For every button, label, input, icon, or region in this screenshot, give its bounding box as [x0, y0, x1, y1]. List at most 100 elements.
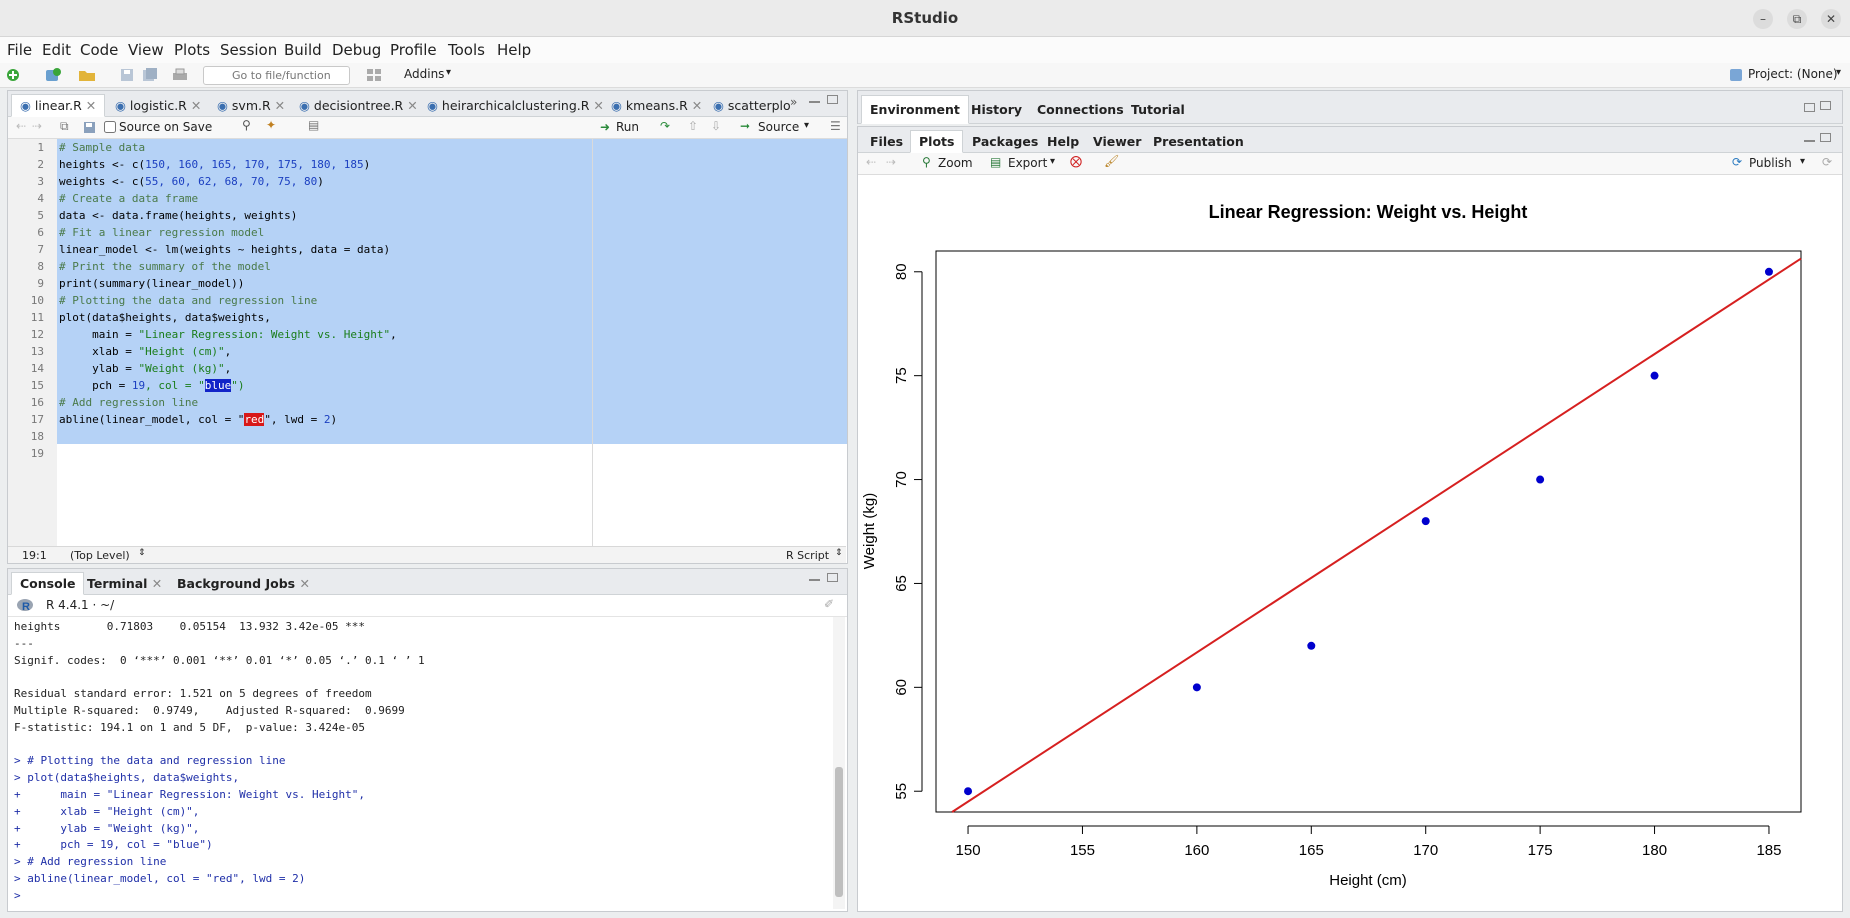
- outline-icon[interactable]: ☰: [830, 119, 841, 133]
- go-down-icon[interactable]: ⇩: [711, 119, 722, 133]
- project-menu[interactable]: Project: (None): [1748, 67, 1838, 81]
- menu-help[interactable]: Help: [497, 41, 532, 59]
- search-icon[interactable]: ⚲: [242, 118, 251, 132]
- magic-wand-icon[interactable]: ✦: [266, 118, 277, 132]
- tab-background-jobs[interactable]: Background Jobs ✕: [177, 576, 310, 591]
- code-line: # Add regression line: [59, 396, 199, 409]
- maximize-pane-icon[interactable]: [1820, 101, 1831, 110]
- restore-pane-icon[interactable]: [1820, 133, 1831, 142]
- chevron-down-icon[interactable]: ▾: [1050, 156, 1056, 167]
- tab-console[interactable]: Console: [11, 572, 85, 595]
- run-button[interactable]: Run: [616, 120, 640, 134]
- close-icon[interactable]: ✕: [407, 98, 418, 113]
- menu-tools[interactable]: Tools: [448, 41, 485, 59]
- next-plot-icon[interactable]: ⇢: [886, 155, 897, 169]
- minimize-pane-icon[interactable]: [809, 100, 820, 103]
- main-toolbar: Go to file/function Addins ▾ Project: (N…: [0, 63, 1850, 88]
- compile-report-icon[interactable]: ▤: [308, 118, 320, 132]
- show-in-window-icon[interactable]: ⧉: [60, 119, 69, 133]
- publish-button[interactable]: Publish: [1749, 156, 1792, 170]
- menu-edit[interactable]: Edit: [42, 41, 72, 59]
- remove-plot-icon[interactable]: ⨂: [1070, 154, 1082, 168]
- open-file-icon[interactable]: [78, 68, 96, 82]
- menu-profile[interactable]: Profile: [390, 41, 437, 59]
- save-all-icon[interactable]: [142, 68, 158, 82]
- tab-heirarchicalclustering-r[interactable]: ◉ heirarchicalclustering.R ✕: [427, 98, 604, 113]
- tab-environment[interactable]: Environment: [861, 95, 969, 124]
- tab-presentation[interactable]: Presentation: [1153, 134, 1244, 149]
- go-up-icon[interactable]: ⇧: [688, 119, 699, 133]
- selection-highlight: [57, 139, 847, 444]
- menu-debug[interactable]: Debug: [332, 41, 382, 59]
- more-tabs-icon[interactable]: »: [790, 95, 798, 109]
- back-arrow-icon[interactable]: ⇠: [16, 119, 27, 133]
- close-icon[interactable]: ✕: [691, 98, 703, 113]
- export-icon: ▤: [990, 155, 1002, 169]
- new-file-icon[interactable]: [6, 68, 20, 82]
- chart-marks: [951, 257, 1802, 813]
- menu-build[interactable]: Build: [284, 41, 322, 59]
- go-to-file-input[interactable]: Go to file/function: [203, 66, 350, 85]
- rerun-icon[interactable]: ↷: [660, 119, 671, 133]
- tab-logistic-r[interactable]: ◉ logistic.R ✕: [115, 98, 202, 113]
- zoom-button[interactable]: Zoom: [938, 156, 973, 170]
- tab-kmeans-r[interactable]: ◉ kmeans.R ✕: [611, 98, 703, 113]
- scrollbar-thumb[interactable]: [835, 767, 843, 897]
- save-icon[interactable]: [120, 68, 134, 82]
- close-icon[interactable]: ✕: [151, 576, 163, 591]
- close-icon[interactable]: ✕: [190, 98, 202, 113]
- tab-help[interactable]: Help: [1047, 134, 1080, 149]
- tab-linear-r[interactable]: ◉ linear.R ✕: [11, 94, 106, 117]
- source-button[interactable]: Source: [758, 120, 800, 134]
- maximize-pane-icon[interactable]: [827, 95, 838, 104]
- close-icon[interactable]: ✕: [85, 98, 97, 113]
- tab-svm-r[interactable]: ◉ svm.R ✕: [217, 98, 286, 113]
- scope-selector[interactable]: (Top Level): [70, 549, 130, 562]
- tab-files[interactable]: Files: [870, 134, 904, 149]
- chevron-down-icon[interactable]: ▾: [804, 120, 810, 131]
- menu-code[interactable]: Code: [80, 41, 119, 59]
- clear-plots-icon[interactable]: 🖌: [1104, 154, 1120, 168]
- console-line: + xlab = "Height (cm)",: [14, 804, 200, 818]
- file-type-selector[interactable]: R Script: [786, 549, 830, 562]
- previous-plot-icon[interactable]: ⇠: [866, 155, 877, 169]
- close-icon[interactable]: ✕: [299, 576, 310, 591]
- tab-history[interactable]: History: [971, 102, 1023, 117]
- run-icon: ➜: [600, 120, 611, 134]
- close-icon[interactable]: ✕: [274, 98, 286, 113]
- console-scrollbar[interactable]: [833, 617, 845, 909]
- export-button[interactable]: Export: [1008, 156, 1048, 170]
- tab-connections[interactable]: Connections: [1037, 102, 1124, 117]
- restore-pane-icon[interactable]: [1804, 103, 1815, 112]
- x-tick-label: 160: [1184, 842, 1209, 859]
- tab-viewer[interactable]: Viewer: [1093, 134, 1142, 149]
- close-button[interactable]: ✕: [1821, 9, 1841, 29]
- tab-packages[interactable]: Packages: [972, 134, 1039, 149]
- menu-session[interactable]: Session: [220, 41, 278, 59]
- clear-console-icon[interactable]: ✐: [824, 597, 835, 611]
- new-project-icon[interactable]: [44, 67, 62, 83]
- tab-decisiontree-r[interactable]: ◉ decisiontree.R ✕: [299, 98, 418, 113]
- maximize-button[interactable]: ⧉: [1787, 9, 1807, 29]
- save-icon[interactable]: [83, 121, 96, 134]
- source-on-save-checkbox[interactable]: [104, 121, 116, 133]
- chevron-down-icon[interactable]: ▾: [1800, 156, 1806, 167]
- layout-grid-icon[interactable]: [366, 68, 382, 82]
- tab-terminal[interactable]: Terminal ✕: [87, 576, 163, 591]
- tab-scatterplot[interactable]: ◉ scatterplo: [713, 98, 791, 113]
- addins-menu[interactable]: Addins: [404, 67, 445, 81]
- maximize-pane-icon[interactable]: [827, 573, 838, 582]
- close-icon[interactable]: ✕: [593, 98, 604, 113]
- menu-view[interactable]: View: [128, 41, 164, 59]
- minimize-pane-icon[interactable]: [1804, 139, 1815, 142]
- forward-arrow-icon[interactable]: ⇢: [32, 119, 43, 133]
- minimize-button[interactable]: –: [1753, 9, 1773, 29]
- menu-plots[interactable]: Plots: [174, 41, 211, 59]
- menu-file[interactable]: File: [7, 41, 33, 59]
- tab-tutorial[interactable]: Tutorial: [1131, 102, 1185, 117]
- print-icon[interactable]: [172, 68, 188, 82]
- console-line: > plot(data$heights, data$weights,: [14, 771, 240, 785]
- minimize-pane-icon[interactable]: [809, 578, 820, 581]
- refresh-icon[interactable]: ⟳: [1822, 155, 1833, 169]
- tab-plots[interactable]: Plots: [910, 130, 964, 153]
